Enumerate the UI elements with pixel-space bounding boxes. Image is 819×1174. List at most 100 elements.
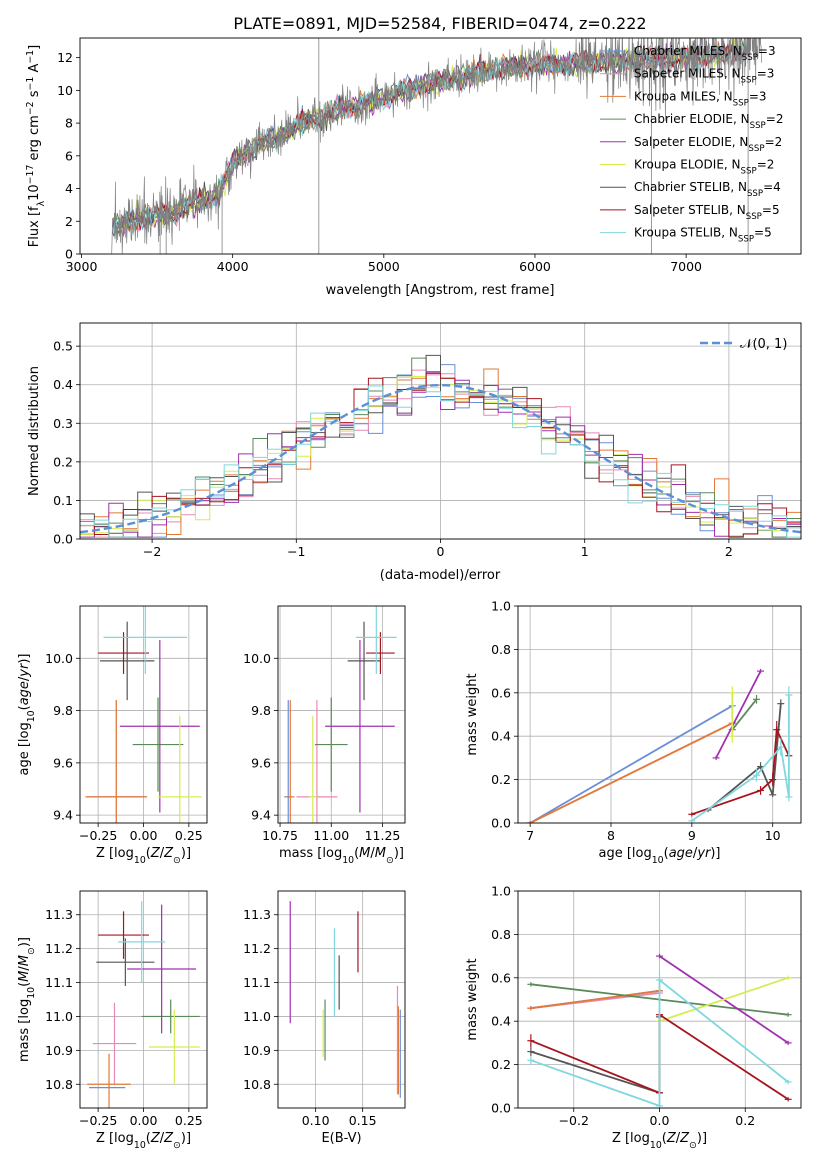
mass_vs_ebv-content — [289, 901, 401, 1098]
age_vs_mass-axes: 10.75 11.00 11.25 9.4 9.6 9.8 10.0 mass [log10(… — [243, 605, 406, 866]
x-tick-label: 0 — [437, 544, 445, 559]
x-tick-label: 1 — [581, 544, 589, 559]
weight-series-line — [530, 978, 789, 1108]
legend-entry: 𝒩(0, 1) — [740, 337, 787, 352]
y-tick-label: 0.4 — [53, 377, 73, 392]
y-tick-label: 0.0 — [491, 816, 511, 831]
y-tick-label: 0.2 — [491, 772, 511, 787]
x-tick-label: 3000 — [66, 259, 98, 274]
legend-entry: Kroupa STELIB, NSSP=5 — [634, 226, 772, 245]
spectrum-content — [111, 38, 762, 254]
y-tick-label: 0 — [65, 247, 73, 262]
x-tick-label: 7 — [526, 828, 534, 843]
y-tick-label: 10.0 — [45, 651, 73, 666]
y-tick-label: 10.9 — [45, 1043, 73, 1058]
age_vs_Z-frame — [79, 605, 208, 824]
x-tick-label: 0.0 — [650, 1113, 670, 1128]
y-tick-label: 8 — [65, 116, 73, 131]
x-tick-label: 0.15 — [349, 1113, 377, 1128]
residuals-content — [80, 354, 801, 538]
age_vs_Z-axes: −0.25 0.00 0.25 9.4 9.6 9.8 10.0 Z [log10(Z/Z⊙)… — [17, 605, 208, 866]
weight-series-line — [530, 989, 660, 1010]
x-tick-label: −0.25 — [79, 828, 117, 843]
y-tick-label: 11.3 — [243, 907, 271, 922]
y-tick-label: 0.2 — [491, 1057, 511, 1072]
plots-layer: 3000 4000 5000 6000 7000024681012wavelength … — [17, 37, 802, 1151]
weight-series-line — [529, 722, 733, 823]
x-tick-label: 0.00 — [130, 1113, 158, 1128]
weight_vs_Z-axes: −0.2 0.0 0.2 0.0 0.2 0.4 0.6 0.8 1.0 Z [log10(Z/Z… — [465, 884, 802, 1151]
x-tick-label: −0.2 — [559, 1113, 589, 1128]
weight_vs_age-frame — [517, 605, 802, 824]
y-tick-label: 11.0 — [243, 1009, 271, 1024]
weight-series-line — [731, 698, 758, 731]
y-axis-label: Normed distribution — [27, 366, 42, 496]
legend-entry: Chabrier STELIB, NSSP=4 — [634, 180, 781, 199]
gaussian-curve — [80, 383, 801, 534]
x-axis-label: wavelength [Angstrom, rest frame] — [326, 283, 555, 298]
y-tick-label: 11.2 — [45, 941, 73, 956]
legend-entry: Chabrier MILES, NSSP=3 — [634, 44, 776, 63]
y-tick-label: 9.4 — [251, 808, 271, 823]
y-tick-label: 0.6 — [491, 970, 511, 985]
y-tick-label: 9.6 — [53, 755, 73, 770]
y-tick-label: 10 — [57, 83, 73, 98]
weight_vs_age-content — [526, 668, 793, 823]
x-tick-label: −1 — [287, 544, 305, 559]
x-tick-label: 6000 — [519, 259, 551, 274]
residuals-axes: −2 −1 0 1 2 0.0 0.1 0.2 0.3 0.4 0.5 (data-model)/er… — [27, 322, 802, 583]
legend-entry: Chabrier ELODIE, NSSP=2 — [634, 112, 783, 131]
weight-series-line — [530, 1016, 661, 1095]
y-tick-label: 0.4 — [491, 1014, 511, 1029]
x-tick-label: 2 — [725, 544, 733, 559]
y-tick-label: 11.2 — [243, 941, 271, 956]
mass_vs_ebv-frame — [277, 890, 406, 1109]
x-axis-label: mass [log10(M/M⊙)] — [279, 846, 404, 866]
y-tick-label: 9.8 — [53, 703, 73, 718]
y-axis-label: Flux [fλ10−17 erg cm−2 s−1 A−1] — [25, 45, 47, 247]
y-tick-label: 9.4 — [53, 808, 73, 823]
x-tick-label: 0.10 — [302, 1113, 330, 1128]
x-tick-label: 8 — [607, 828, 615, 843]
y-tick-label: 0.8 — [491, 642, 511, 657]
y-axis-label: age [log10(age/yr)] — [17, 653, 37, 775]
age_vs_mass-frame — [277, 605, 406, 824]
y-tick-label: 0.5 — [53, 339, 73, 354]
residuals-frame — [79, 322, 802, 540]
x-tick-label: 9 — [688, 828, 696, 843]
x-tick-label: 5000 — [368, 259, 400, 274]
spectrum-legend: Chabrier MILES, NSSP=3 Salpeter MILES, NS… — [600, 44, 783, 245]
y-tick-label: 0.0 — [53, 532, 73, 547]
figure-title: PLATE=0891, MJD=52584, FIBERID=0474, z=0… — [233, 14, 646, 33]
y-tick-label: 11.1 — [45, 975, 73, 990]
y-axis-label: mass [log10(M/M⊙)] — [17, 937, 37, 1062]
weight-series-line — [659, 976, 789, 1023]
weight-series-line — [707, 703, 782, 811]
y-tick-label: 11.3 — [45, 907, 73, 922]
y-tick-label: 9.6 — [251, 755, 271, 770]
y-tick-label: 0.6 — [491, 685, 511, 700]
legend-entry: Kroupa ELODIE, NSSP=2 — [634, 158, 774, 177]
weight-series-line — [529, 705, 733, 823]
legend-entry: Salpeter ELODIE, NSSP=2 — [634, 135, 782, 154]
y-tick-label: 0.3 — [53, 416, 73, 431]
y-tick-label: 6 — [65, 148, 73, 163]
x-axis-label: E(B-V) — [321, 1131, 361, 1146]
y-tick-label: 4 — [65, 181, 73, 196]
spectrum-frame — [79, 37, 802, 255]
y-tick-label: 0.0 — [491, 1101, 511, 1116]
weight_vs_age-axes: 7 8 9 10 0.0 0.2 0.4 0.6 0.8 1.0 age [log10(age/yr… — [465, 599, 802, 866]
x-tick-label: 11.00 — [313, 828, 349, 843]
y-tick-label: 1.0 — [491, 599, 511, 614]
mass_vs_ebv-axes: 0.10 0.15 10.8 10.9 11.0 11.1 11.2 11.3 E(B-V) — [243, 890, 406, 1146]
weight-series-line — [715, 670, 762, 759]
y-tick-label: 9.8 — [251, 703, 271, 718]
histogram-step — [80, 384, 801, 538]
y-tick-label: 0.8 — [491, 927, 511, 942]
y-tick-label: 12 — [57, 50, 73, 65]
age_vs_Z-content — [85, 606, 202, 823]
y-tick-label: 10.8 — [243, 1077, 271, 1092]
y-tick-label: 10.9 — [243, 1043, 271, 1058]
